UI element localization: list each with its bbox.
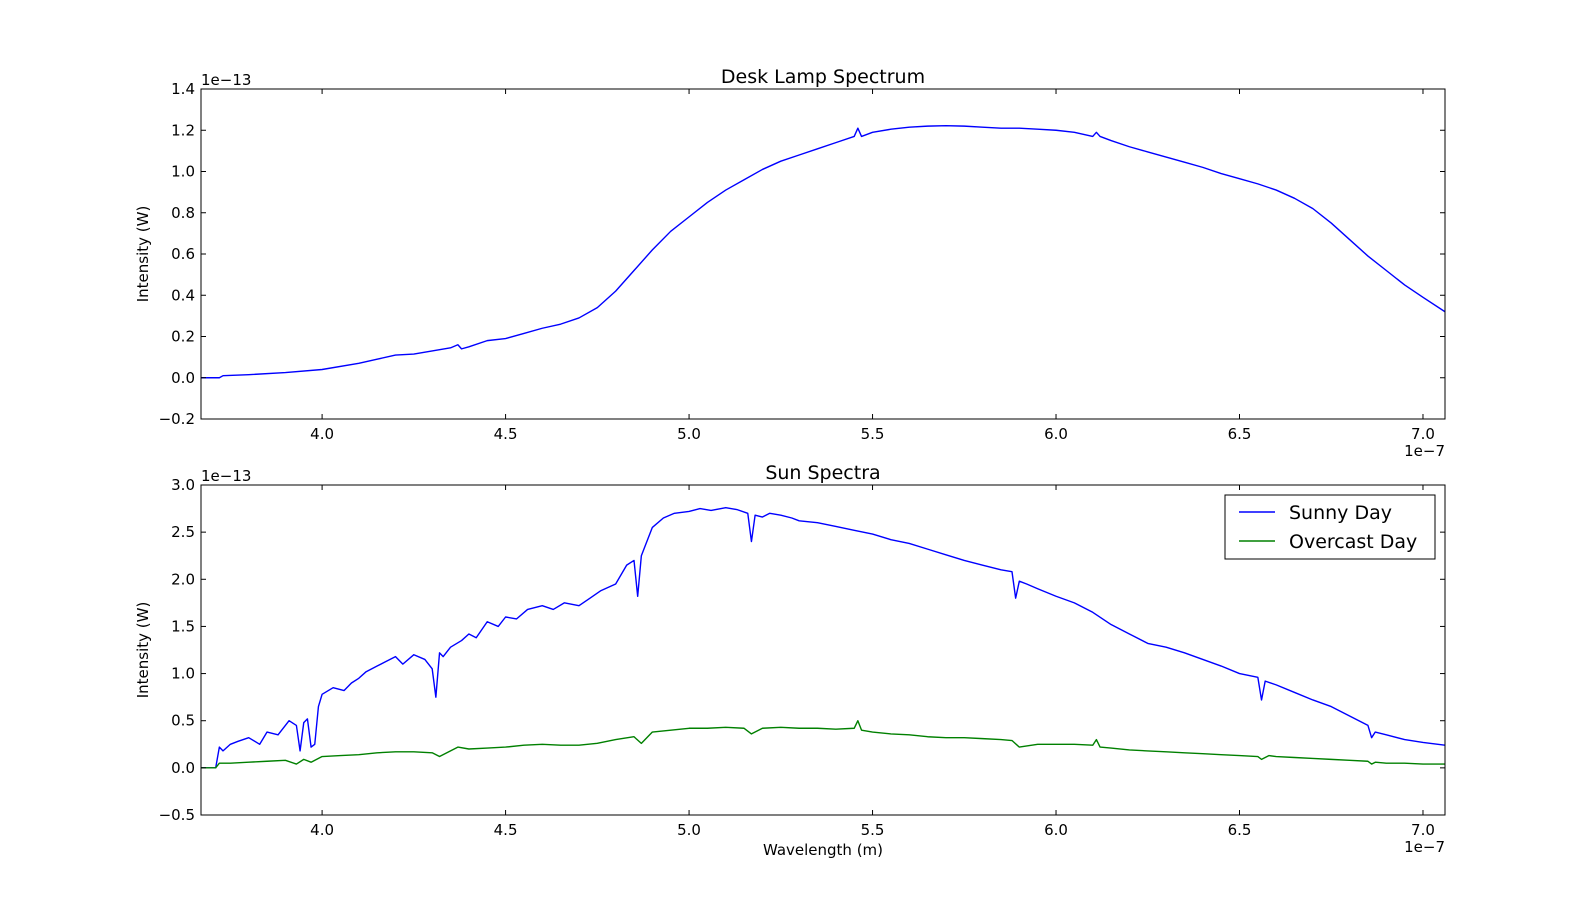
x-tick-label: 6.5: [1228, 425, 1252, 443]
x-tick-label: 4.5: [494, 425, 518, 443]
y-tick-label: 0.5: [171, 712, 195, 730]
y-tick-label: 2.0: [171, 570, 195, 588]
legend-label-sunny-day: Sunny Day: [1289, 502, 1392, 524]
y-tick-label: 0.0: [171, 369, 195, 387]
x-tick-label: 7.0: [1411, 425, 1435, 443]
y-tick-label: 2.5: [171, 523, 195, 541]
y-tick-label: 0.2: [171, 328, 195, 346]
x-tick-label: 4.0: [310, 425, 334, 443]
y-tick-label: 0.8: [171, 204, 195, 222]
y-tick-label: 1.5: [171, 617, 195, 635]
y-tick-label: 0.4: [171, 286, 195, 304]
y-tick-label: 1.0: [171, 163, 195, 181]
series-line-sunny-day: [201, 506, 1445, 769]
series-line-0: [201, 125, 1445, 379]
y-tick-label: −0.5: [159, 806, 195, 824]
sun-spectra-chart: 4.0 4.5 5.0 5.5 6.0 6.5 7.0 −0.5 0.0 0.5 1.0 1.5 2.0…: [134, 462, 1446, 859]
legend-box: [1224, 494, 1436, 560]
y-tick-label: 0.6: [171, 245, 195, 263]
x-tick-label: 6.0: [1044, 821, 1068, 839]
plot-frame: [200, 484, 1446, 816]
x-tick-label: 5.5: [861, 425, 885, 443]
y-tick-label: 3.0: [171, 476, 195, 494]
series-line-overcast-day: [201, 720, 1445, 769]
x-tick-label: 5.0: [677, 821, 701, 839]
y-tick-label: −0.2: [159, 410, 195, 428]
y-axis-label: Intensity (W): [134, 602, 152, 699]
x-tick-label: 6.0: [1044, 425, 1068, 443]
x-tick-label: 4.5: [494, 821, 518, 839]
y-tick-label: 1.4: [171, 80, 195, 98]
x-offset-text: 1e−7: [1404, 442, 1445, 460]
x-offset-text: 1e−7: [1404, 838, 1445, 856]
x-tick-label: 6.5: [1228, 821, 1252, 839]
plot-area: [201, 89, 1445, 419]
x-tick-label: 5.0: [677, 425, 701, 443]
x-axis-label: Wavelength (m): [763, 841, 883, 859]
legend: Sunny Day Overcast Day: [1224, 494, 1436, 560]
y-tick-label: 0.0: [171, 759, 195, 777]
y-tick-label: 1.2: [171, 121, 195, 139]
y-tick-label: 1.0: [171, 665, 195, 683]
y-axis-label: Intensity (W): [134, 206, 152, 303]
legend-label-overcast-day: Overcast Day: [1289, 531, 1417, 553]
y-offset-text: 1e−13: [201, 71, 251, 89]
y-offset-text: 1e−13: [201, 467, 251, 485]
desk-lamp-chart: 4.0 4.5 5.0 5.5 6.0 6.5 7.0 −0.2 0.0 0.2 0.4 0.6 0.8…: [134, 66, 1446, 460]
chart-title: Sun Spectra: [765, 462, 880, 484]
x-tick-label: 7.0: [1411, 821, 1435, 839]
x-tick-label: 5.5: [861, 821, 885, 839]
chart-title: Desk Lamp Spectrum: [721, 66, 925, 88]
x-tick-label: 4.0: [310, 821, 334, 839]
